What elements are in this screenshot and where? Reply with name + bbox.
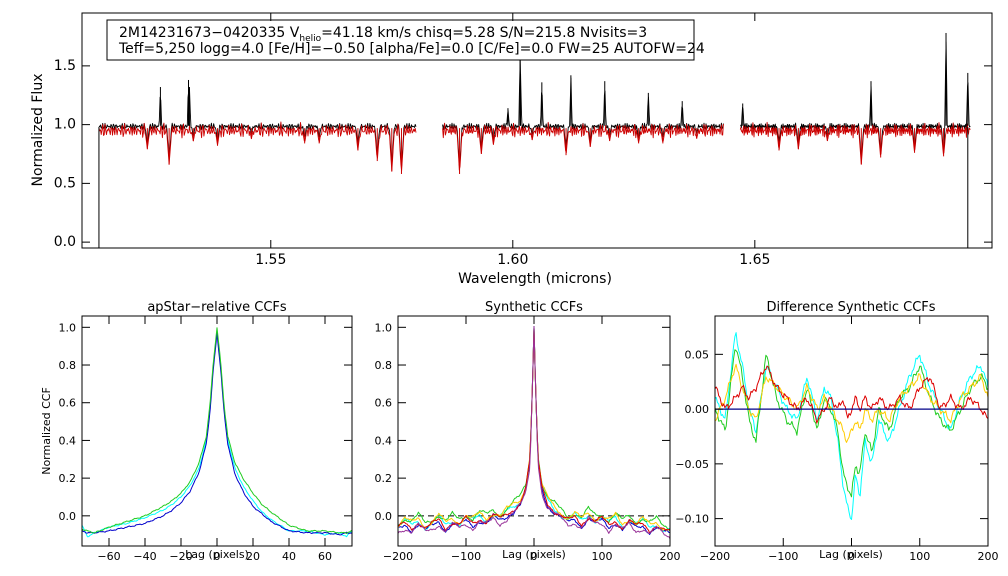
spectrum-y-tick-label: 1.5 (54, 58, 76, 74)
apstar-ccf-x-tick-label: 60 (318, 550, 332, 563)
synthetic-ccf-title: Synthetic CCFs (485, 300, 583, 315)
synthetic-ccf-y-tick-label: 0.6 (375, 397, 393, 410)
model-spectrum-line (442, 121, 724, 171)
spectrum-frame (81, 12, 993, 249)
difference-ccf-y-tick-label: 0.05 (685, 348, 710, 361)
difference-ccf-line-visit-3 (714, 363, 989, 443)
spectrum-info-box (106, 19, 695, 61)
apstar-ccf-panel: apStar−relative CCFs −60 −40 −20 0 20 40 60 0.… (40, 300, 353, 563)
spectrum-x-tick-label: 1.65 (739, 252, 770, 268)
difference-ccf-x-tick-label: −100 (768, 550, 798, 563)
synthetic-ccf-y-tick-label: 0.8 (375, 359, 393, 372)
difference-ccf-title: Difference Synthetic CCFs (766, 300, 935, 315)
synthetic-ccf-x-tick-label: 0 (531, 550, 538, 563)
synthetic-ccf-y-tick-label: 1.0 (375, 321, 393, 334)
difference-ccf-line-visit-1 (714, 332, 989, 520)
spectrum-x-tick-label: 1.55 (255, 252, 286, 268)
apstar-ccf-line-visit-3 (81, 327, 353, 534)
synthetic-ccf-panel: Synthetic CCFs −200 −100 0 100 200 0.0 0.2 0.4… (375, 300, 681, 563)
apstar-ccf-x-tick-label: 20 (246, 550, 260, 563)
apstar-ccf-y-tick-label: 0.6 (59, 397, 77, 410)
apstar-ccf-x-tick-label: −40 (133, 550, 156, 563)
synthetic-ccf-x-tick-label: 200 (660, 550, 681, 563)
difference-ccf-y-tick-label: 0.00 (685, 403, 710, 416)
synthetic-ccf-line-visit-3 (397, 327, 671, 532)
observed-spectrum-line (740, 41, 971, 160)
difference-ccf-x-tick-label: −200 (700, 550, 730, 563)
observed-spectrum-line (442, 59, 724, 166)
synthetic-ccf-y-tick-label: 0.2 (375, 472, 393, 485)
synthetic-ccf-x-axis-label: Lag (pixels) (502, 548, 566, 561)
model-spectrum-line (98, 121, 417, 172)
difference-ccf-x-tick-label: 200 (978, 550, 999, 563)
spectrum-y-axis-label: Normalized Flux (30, 74, 46, 187)
difference-ccf-line-visit-2 (714, 349, 989, 498)
apstar-ccf-y-tick-label: 0.2 (59, 472, 77, 485)
difference-ccf-x-tick-label: 0 (848, 550, 855, 563)
spectrum-x-tick-label: 1.60 (497, 252, 528, 268)
synthetic-ccf-y-tick-label: 0.0 (375, 510, 393, 523)
apstar-ccf-y-tick-label: 0.4 (59, 434, 77, 447)
observed-spectrum-line (98, 88, 417, 167)
apstar-ccf-x-tick-label: −60 (97, 550, 120, 563)
apstar-ccf-line-visit-1 (81, 330, 353, 538)
difference-ccf-y-tick-label: −0.05 (675, 458, 709, 471)
apstar-ccf-x-tick-label: 40 (282, 550, 296, 563)
apstar-ccf-title: apStar−relative CCFs (147, 300, 287, 315)
spectrum-info-line1: 2M14231673−0420335 Vhelio=41.18 km/s chi… (119, 25, 647, 44)
synthetic-ccf-x-tick-label: −200 (383, 550, 413, 563)
difference-ccf-line-visit-4 (714, 365, 989, 424)
difference-ccf-panel: Difference Synthetic CCFs −200 −100 0 100 20… (675, 300, 998, 563)
spectrum-y-tick-label: 1.0 (54, 117, 76, 133)
apstar-ccf-x-axis-label: Lag (pixels) (185, 548, 249, 561)
synthetic-ccf-line-visit-4 (397, 327, 671, 531)
apstar-ccf-line-visit-2 (81, 332, 353, 536)
apstar-ccf-y-tick-label: 0.8 (59, 359, 77, 372)
model-spectrum-line (739, 121, 971, 165)
apstar-ccf-y-tick-label: 1.0 (59, 321, 77, 334)
apstar-ccf-y-tick-label: 0.0 (59, 510, 77, 523)
synthetic-ccf-line-visit-5 (397, 326, 671, 534)
synthetic-ccf-line-visit-2 (397, 326, 671, 535)
synthetic-ccf-frame (397, 315, 671, 547)
spectrum-info-line2: Teff=5,250 logg=4.0 [Fe/H]=−0.50 [alpha/… (118, 41, 705, 57)
apstar-ccf-x-tick-label: −20 (169, 550, 192, 563)
spectrum-x-axis-label: Wavelength (microns) (458, 271, 612, 287)
spectrum-y-tick-label: 0.5 (54, 175, 76, 191)
synthetic-ccf-y-tick-label: 0.4 (375, 434, 393, 447)
synthetic-ccf-line-visit-1 (397, 326, 671, 532)
apstar-ccf-y-axis-label: Normalized CCF (40, 387, 53, 475)
difference-ccf-y-tick-label: −0.10 (675, 513, 709, 526)
synthetic-ccf-line-visit-6 (397, 326, 671, 540)
spectrum-panel: 2M14231673−0420335 Vhelio=41.18 km/s chi… (30, 12, 993, 287)
difference-ccf-x-axis-label: Lag (pixels) (819, 548, 883, 561)
difference-ccf-x-tick-label: 100 (909, 550, 930, 563)
synthetic-ccf-x-tick-label: −100 (451, 550, 481, 563)
synthetic-ccf-x-tick-label: 100 (592, 550, 613, 563)
apstar-ccf-frame (81, 315, 353, 547)
apstar-ccf-x-tick-label: 0 (214, 550, 221, 563)
spectrum-y-tick-label: 0.0 (54, 234, 76, 250)
